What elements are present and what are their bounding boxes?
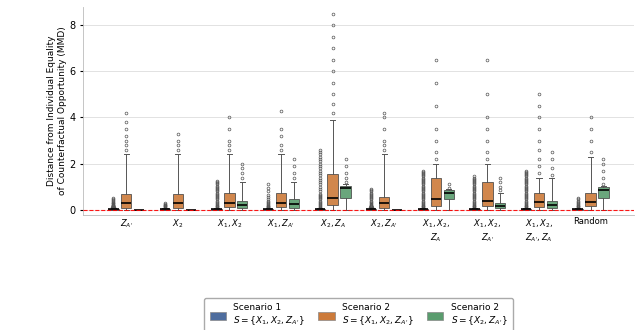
PathPatch shape [160,209,170,210]
PathPatch shape [173,194,183,208]
PathPatch shape [276,193,286,207]
PathPatch shape [431,178,441,206]
PathPatch shape [534,193,544,207]
PathPatch shape [444,190,454,199]
PathPatch shape [263,209,273,210]
PathPatch shape [289,199,299,208]
PathPatch shape [469,209,479,210]
PathPatch shape [108,209,118,210]
Y-axis label: Distance from Individual Equality
of Counterfactual Opportunity (MMD): Distance from Individual Equality of Cou… [47,26,67,195]
PathPatch shape [211,209,221,210]
PathPatch shape [586,193,596,207]
PathPatch shape [121,194,131,208]
PathPatch shape [418,209,428,210]
PathPatch shape [547,201,557,208]
PathPatch shape [237,201,248,208]
PathPatch shape [224,193,235,207]
Legend: Scenario 1
$S = \{X_1, X_2, Z_{A'}\}$, Scenario 2
$S = \{X_1, X_2, Z_{A'}\}$, Sc: Scenario 1 $S = \{X_1, X_2, Z_{A'}\}$, S… [204,298,513,330]
PathPatch shape [521,209,531,210]
PathPatch shape [572,209,583,210]
PathPatch shape [314,209,325,210]
PathPatch shape [340,185,351,198]
PathPatch shape [482,182,493,206]
PathPatch shape [598,187,609,198]
PathPatch shape [366,209,376,210]
PathPatch shape [379,197,389,208]
PathPatch shape [328,174,338,205]
PathPatch shape [495,203,506,208]
